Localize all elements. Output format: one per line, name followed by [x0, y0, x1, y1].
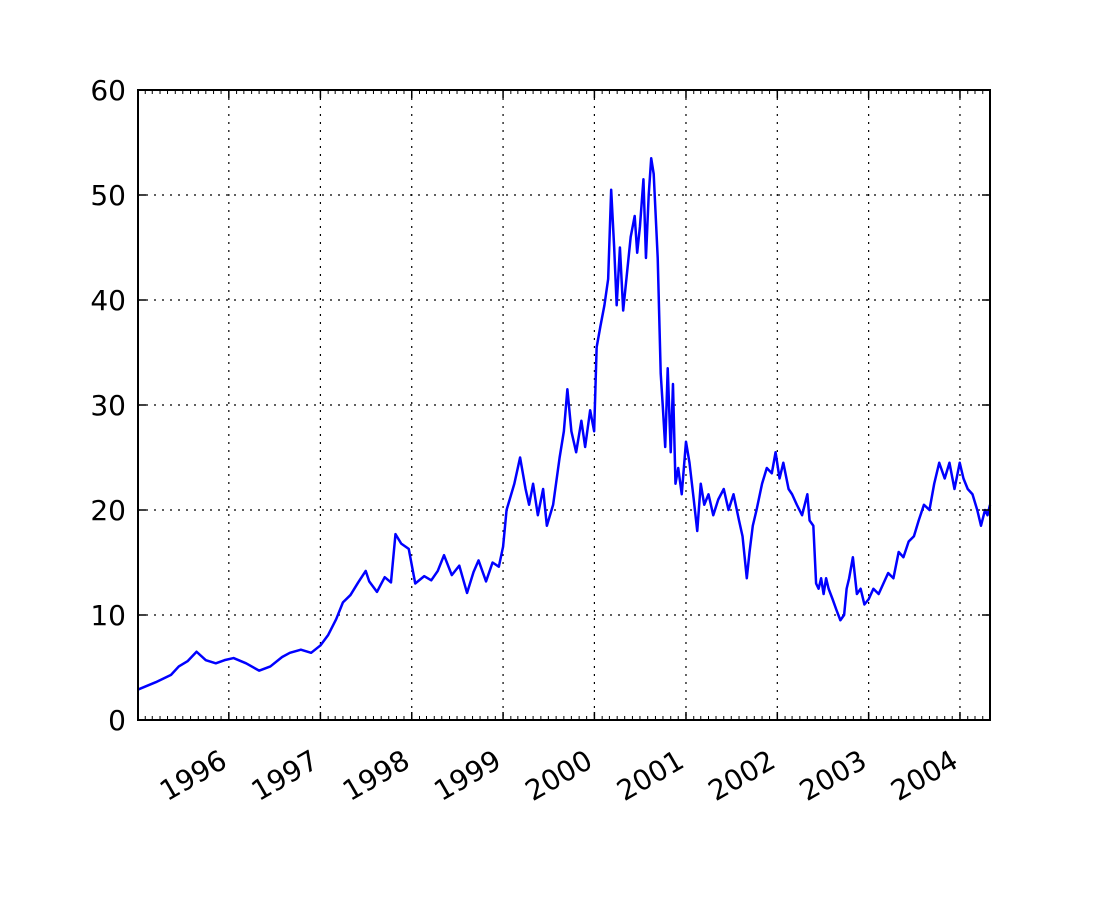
- y-tick-label: 60: [90, 74, 126, 107]
- x-tick-label: 2002: [703, 743, 781, 807]
- x-tick-label: 2003: [794, 743, 872, 807]
- x-tick-label: 1998: [337, 743, 415, 807]
- x-tick-label: 1997: [246, 743, 324, 807]
- x-tick-label: 2004: [885, 743, 963, 807]
- x-tick-label: 1996: [154, 743, 232, 807]
- y-tick-label: 40: [90, 284, 126, 317]
- y-tick-label: 30: [90, 389, 126, 422]
- series-line: [137, 157, 992, 691]
- x-tick-labels: 1996 1997 1998 1999 2000 2001 2002 2003 2004: [154, 743, 963, 807]
- y-tick-labels: 0 10 20 30 40 50 60: [90, 74, 126, 737]
- x-tick-label: 2001: [611, 743, 689, 807]
- y-tick-label: 20: [90, 494, 126, 527]
- y-tick-label: 50: [90, 179, 126, 212]
- x-tick-label: 1999: [428, 743, 506, 807]
- x-tick-label: 2000: [520, 743, 598, 807]
- y-tick-label: 10: [90, 599, 126, 632]
- gridlines: [138, 90, 990, 720]
- plot-area-frame: [137, 89, 991, 721]
- y-tick-label: 0: [108, 704, 126, 737]
